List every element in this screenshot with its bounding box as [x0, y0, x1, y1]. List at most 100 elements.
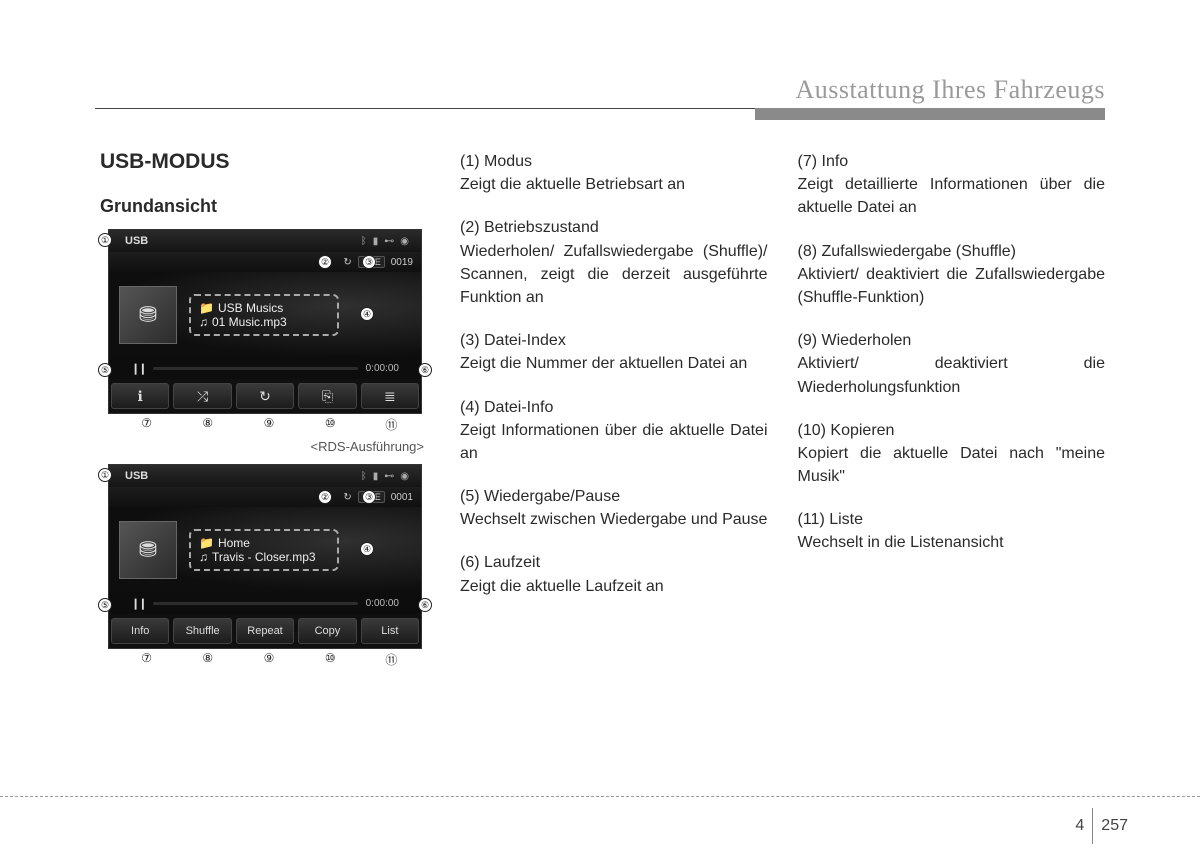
info-button[interactable]: ℹ: [111, 383, 169, 409]
desc-item-10: (10) Kopieren Kopiert die aktuelle Datei…: [798, 419, 1106, 489]
list-button[interactable]: ≣: [361, 383, 419, 409]
desc-body-1: Zeigt die aktuelle Betriebsart an: [460, 173, 768, 196]
desc-head-6: (6) Laufzeit: [460, 551, 768, 574]
desc-body-7: Zeigt detaillierte Informationen über di…: [798, 173, 1106, 219]
shuffle-icon: ⤮: [197, 388, 208, 405]
chapter-number: 4: [1075, 817, 1084, 835]
callout-11b: ⑪: [361, 651, 422, 668]
callout-8: ⑧: [177, 416, 238, 433]
progress-bar[interactable]: [153, 367, 357, 370]
desc-head-10: (10) Kopieren: [798, 419, 1106, 442]
column-screens: USB-MODUS Grundansicht ① ② ③ ④ ⑤ ⑥ USB ᛒ…: [100, 150, 430, 668]
desc-head-11: (11) Liste: [798, 508, 1106, 531]
shuffle-button-2[interactable]: Shuffle: [173, 618, 231, 644]
copy-button[interactable]: ⎘: [298, 383, 356, 409]
pause-icon-2[interactable]: ❙❙: [131, 597, 145, 610]
callout-5: ⑤: [98, 363, 112, 377]
footer-divider: [1092, 808, 1093, 844]
progress-bar-2[interactable]: [153, 602, 357, 605]
bluetooth-icon: ᛒ: [361, 471, 367, 482]
crop-line: [0, 796, 1200, 797]
repeat-icon: ↻: [259, 388, 271, 405]
file-index-2: 0001: [391, 492, 413, 503]
mode-label: USB: [115, 235, 148, 247]
callout-3: ③: [362, 255, 376, 269]
page-header: Ausstattung Ihres Fahrzeugs: [95, 75, 1105, 120]
disc-icon: ◉: [400, 471, 409, 482]
screen-buttonbar: ℹ ⤮ ↻ ⎘ ≣: [109, 379, 421, 413]
callout-row-2: ⑦ ⑧ ⑨ ⑩ ⑪: [100, 651, 430, 668]
list-button-2[interactable]: List: [361, 618, 419, 644]
repeat-status-icon: ↻: [343, 492, 351, 503]
screenshot-caption: <RDS-Ausführung>: [100, 439, 424, 454]
screen-progress: ❙❙ 0:00:00: [109, 357, 421, 379]
copy-button-2[interactable]: Copy: [298, 618, 356, 644]
desc-item-2: (2) Betriebszustand Wiederholen/ Zufalls…: [460, 216, 768, 309]
screen-progress-2: ❙❙ 0:00:00: [109, 592, 421, 614]
page-footer: 4 257: [1075, 808, 1128, 844]
screen-body: ⛃ 📁USB Musics ♫01 Music.mp3: [109, 272, 421, 357]
usb-icon: ⊷: [384, 236, 394, 247]
track-name-2: Travis - Closer.mp3: [212, 550, 316, 564]
screen-device: USB ᛒ ▮ ⊷ ◉ ↻ FILE 0019 ⛃: [108, 229, 422, 414]
header-title: Ausstattung Ihres Fahrzeugs: [95, 75, 1105, 105]
desc-item-4: (4) Datei-Info Zeigt Informationen über …: [460, 396, 768, 466]
track-name: 01 Music.mp3: [212, 315, 287, 329]
desc-item-5: (5) Wiedergabe/Pause Wechselt zwischen W…: [460, 485, 768, 531]
screen-body-2: ⛃ 📁Home ♫Travis - Closer.mp3: [109, 507, 421, 592]
folder-name: USB Musics: [218, 301, 283, 315]
desc-head-1: (1) Modus: [460, 150, 768, 173]
info-icon: ℹ: [138, 388, 143, 405]
callout-9b: ⑨: [238, 651, 299, 668]
desc-body-4: Zeigt Informationen über die aktuelle Da…: [460, 419, 768, 465]
callout-1b: ①: [98, 468, 112, 482]
file-info-box: 📁USB Musics ♫01 Music.mp3: [189, 294, 339, 336]
desc-item-11: (11) Liste Wechselt in die Listenansicht: [798, 508, 1106, 554]
desc-body-8: Aktiviert/ deaktiviert die Zufallswieder…: [798, 263, 1106, 309]
content: USB-MODUS Grundansicht ① ② ③ ④ ⑤ ⑥ USB ᛒ…: [100, 150, 1105, 668]
header-divider: [95, 108, 1105, 120]
desc-head-3: (3) Datei-Index: [460, 329, 768, 352]
callout-9: ⑨: [238, 416, 299, 433]
screen-topbar-2: USB ᛒ ▮ ⊷ ◉: [109, 465, 421, 487]
callout-8b: ⑧: [177, 651, 238, 668]
desc-head-2: (2) Betriebszustand: [460, 216, 768, 239]
mode-label-2: USB: [115, 470, 148, 482]
repeat-status-icon: ↻: [343, 257, 351, 268]
desc-body-3: Zeigt die Nummer der aktuellen Datei an: [460, 352, 768, 375]
desc-item-9: (9) Wiederholen Aktiviert/ deaktiviert d…: [798, 329, 1106, 399]
album-art-2: ⛃: [119, 521, 177, 579]
info-button-2[interactable]: Info: [111, 618, 169, 644]
battery-icon: ▮: [373, 471, 379, 482]
desc-body-5: Wechselt zwischen Wiedergabe und Pause: [460, 508, 768, 531]
desc-item-6: (6) Laufzeit Zeigt die aktuelle Laufzeit…: [460, 551, 768, 597]
repeat-button-2[interactable]: Repeat: [236, 618, 294, 644]
column-desc-2: (7) Info Zeigt detaillierte Informatione…: [798, 150, 1106, 668]
callout-4: ④: [360, 307, 374, 321]
desc-body-10: Kopiert die aktuelle Datei nach "meine M…: [798, 442, 1106, 488]
usb-icon: ⊷: [384, 471, 394, 482]
shuffle-button[interactable]: ⤮: [173, 383, 231, 409]
pause-icon[interactable]: ❙❙: [131, 362, 145, 375]
list-icon: ≣: [384, 388, 396, 405]
callout-11: ⑪: [361, 416, 422, 433]
desc-body-11: Wechselt in die Listenansicht: [798, 531, 1106, 554]
folder-name-2: Home: [218, 536, 250, 550]
folder-icon: 📁: [199, 536, 214, 550]
main-title: USB-MODUS: [100, 150, 430, 174]
callout-5b: ⑤: [98, 598, 112, 612]
repeat-button[interactable]: ↻: [236, 383, 294, 409]
status-icons: ᛒ ▮ ⊷ ◉: [361, 236, 409, 247]
usb-drive-icon: ⛃: [139, 302, 157, 328]
music-note-icon: ♫: [199, 315, 208, 329]
page-number: 257: [1101, 817, 1128, 835]
callout-row-1: ⑦ ⑧ ⑨ ⑩ ⑪: [100, 416, 430, 433]
desc-body-6: Zeigt die aktuelle Laufzeit an: [460, 575, 768, 598]
desc-item-7: (7) Info Zeigt detaillierte Informatione…: [798, 150, 1106, 220]
callout-7: ⑦: [116, 416, 177, 433]
disc-icon: ◉: [400, 236, 409, 247]
screenshot-rds: ① ② ③ ④ ⑤ ⑥ USB ᛒ ▮ ⊷ ◉ ↻: [100, 229, 430, 433]
callout-3b: ③: [362, 490, 376, 504]
status-icons-2: ᛒ ▮ ⊷ ◉: [361, 471, 409, 482]
copy-icon: ⎘: [322, 388, 333, 405]
